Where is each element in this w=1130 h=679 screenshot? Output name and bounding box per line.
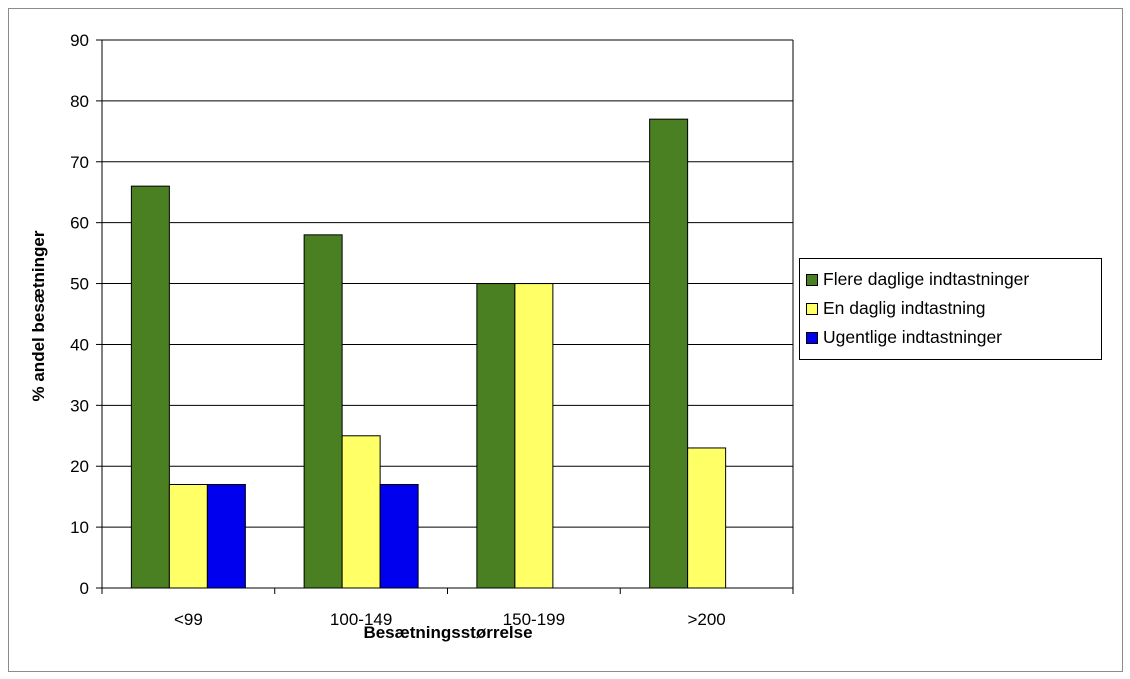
bar [379,483,419,589]
x-tick-label: <99 [174,610,203,629]
legend-label: Flere daglige indtastninger [823,269,1030,289]
legend-swatch-blue [806,331,818,344]
bar [649,118,689,589]
y-tick-label: 80 [70,92,89,111]
legend-item-flere-daglige: Flere daglige indtastninger [806,265,1101,294]
y-tick-label: 50 [70,275,89,294]
bar [303,234,343,589]
y-axis-title: % andel besætninger [29,230,48,401]
legend: Flere daglige indtastninger En daglig in… [799,258,1102,360]
y-tick-label: 30 [70,396,89,415]
x-tick-label: 150-199 [503,610,565,629]
legend-swatch-green [806,273,818,286]
y-tick-label: 60 [70,214,89,233]
bar [476,283,516,589]
y-tick-labels: 0 10 20 30 40 50 60 70 80 90 [70,31,89,598]
bar [687,447,727,589]
legend-label: Ugentlige indtastninger [823,327,1003,347]
x-tick-label: 100-149 [330,610,392,629]
bar [130,185,170,589]
y-tick-label: 90 [70,31,89,50]
axes [96,39,794,594]
legend-swatch-yellow [806,302,818,315]
bar [206,483,246,589]
legend-label: En daglig indtastning [823,298,986,318]
x-tick-labels: <99 100-149 150-199 >200 [174,610,726,629]
y-tick-label: 20 [70,457,89,476]
y-tick-label: 40 [70,335,89,354]
y-tick-label: 0 [80,579,89,598]
x-axis-title: Besætningsstørrelse [363,623,532,642]
bar [168,483,208,589]
legend-item-ugentlige: Ugentlige indtastninger [806,323,1101,352]
bar [341,435,381,589]
y-tick-label: 70 [70,153,89,172]
y-tick-label: 10 [70,518,89,537]
legend-item-en-daglig: En daglig indtastning [806,294,1101,323]
bars [130,118,727,589]
bar [514,283,554,589]
x-tick-label: >200 [687,610,725,629]
